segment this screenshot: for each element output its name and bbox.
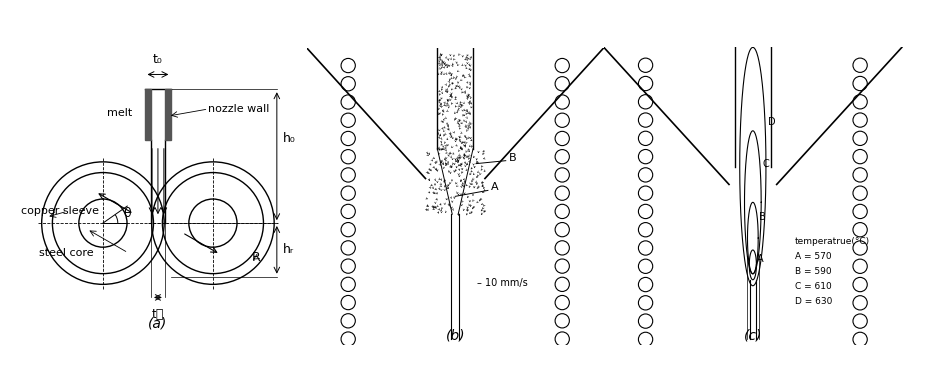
- Text: hᵣ: hᵣ: [282, 243, 293, 256]
- Text: R: R: [251, 251, 260, 264]
- Bar: [145, 89, 151, 140]
- Text: copper sleeve: copper sleeve: [21, 206, 99, 216]
- Text: steel core: steel core: [39, 248, 94, 258]
- Text: (b): (b): [445, 328, 464, 342]
- Text: t₀: t₀: [153, 52, 162, 65]
- Text: B: B: [758, 212, 765, 222]
- Text: A: A: [490, 182, 498, 192]
- Text: D: D: [767, 117, 775, 127]
- Bar: [164, 89, 171, 140]
- Text: h₀: h₀: [282, 132, 295, 145]
- Text: (c): (c): [742, 328, 761, 342]
- Text: B = 590: B = 590: [793, 267, 831, 276]
- Text: nozzle wall: nozzle wall: [208, 104, 269, 114]
- Text: A = 570: A = 570: [793, 252, 831, 261]
- Text: melt: melt: [107, 108, 132, 118]
- Text: C: C: [762, 159, 768, 169]
- Text: D = 630: D = 630: [793, 296, 831, 306]
- Text: B: B: [509, 153, 516, 163]
- Text: – 10 mm/s: – 10 mm/s: [477, 278, 528, 288]
- Text: (a): (a): [148, 316, 167, 330]
- Text: temperatrue(°C): temperatrue(°C): [793, 237, 869, 246]
- Text: t⁦: t⁦: [151, 308, 164, 321]
- Text: C = 610: C = 610: [793, 282, 831, 291]
- Text: A: A: [756, 254, 763, 264]
- Text: θ: θ: [123, 207, 131, 220]
